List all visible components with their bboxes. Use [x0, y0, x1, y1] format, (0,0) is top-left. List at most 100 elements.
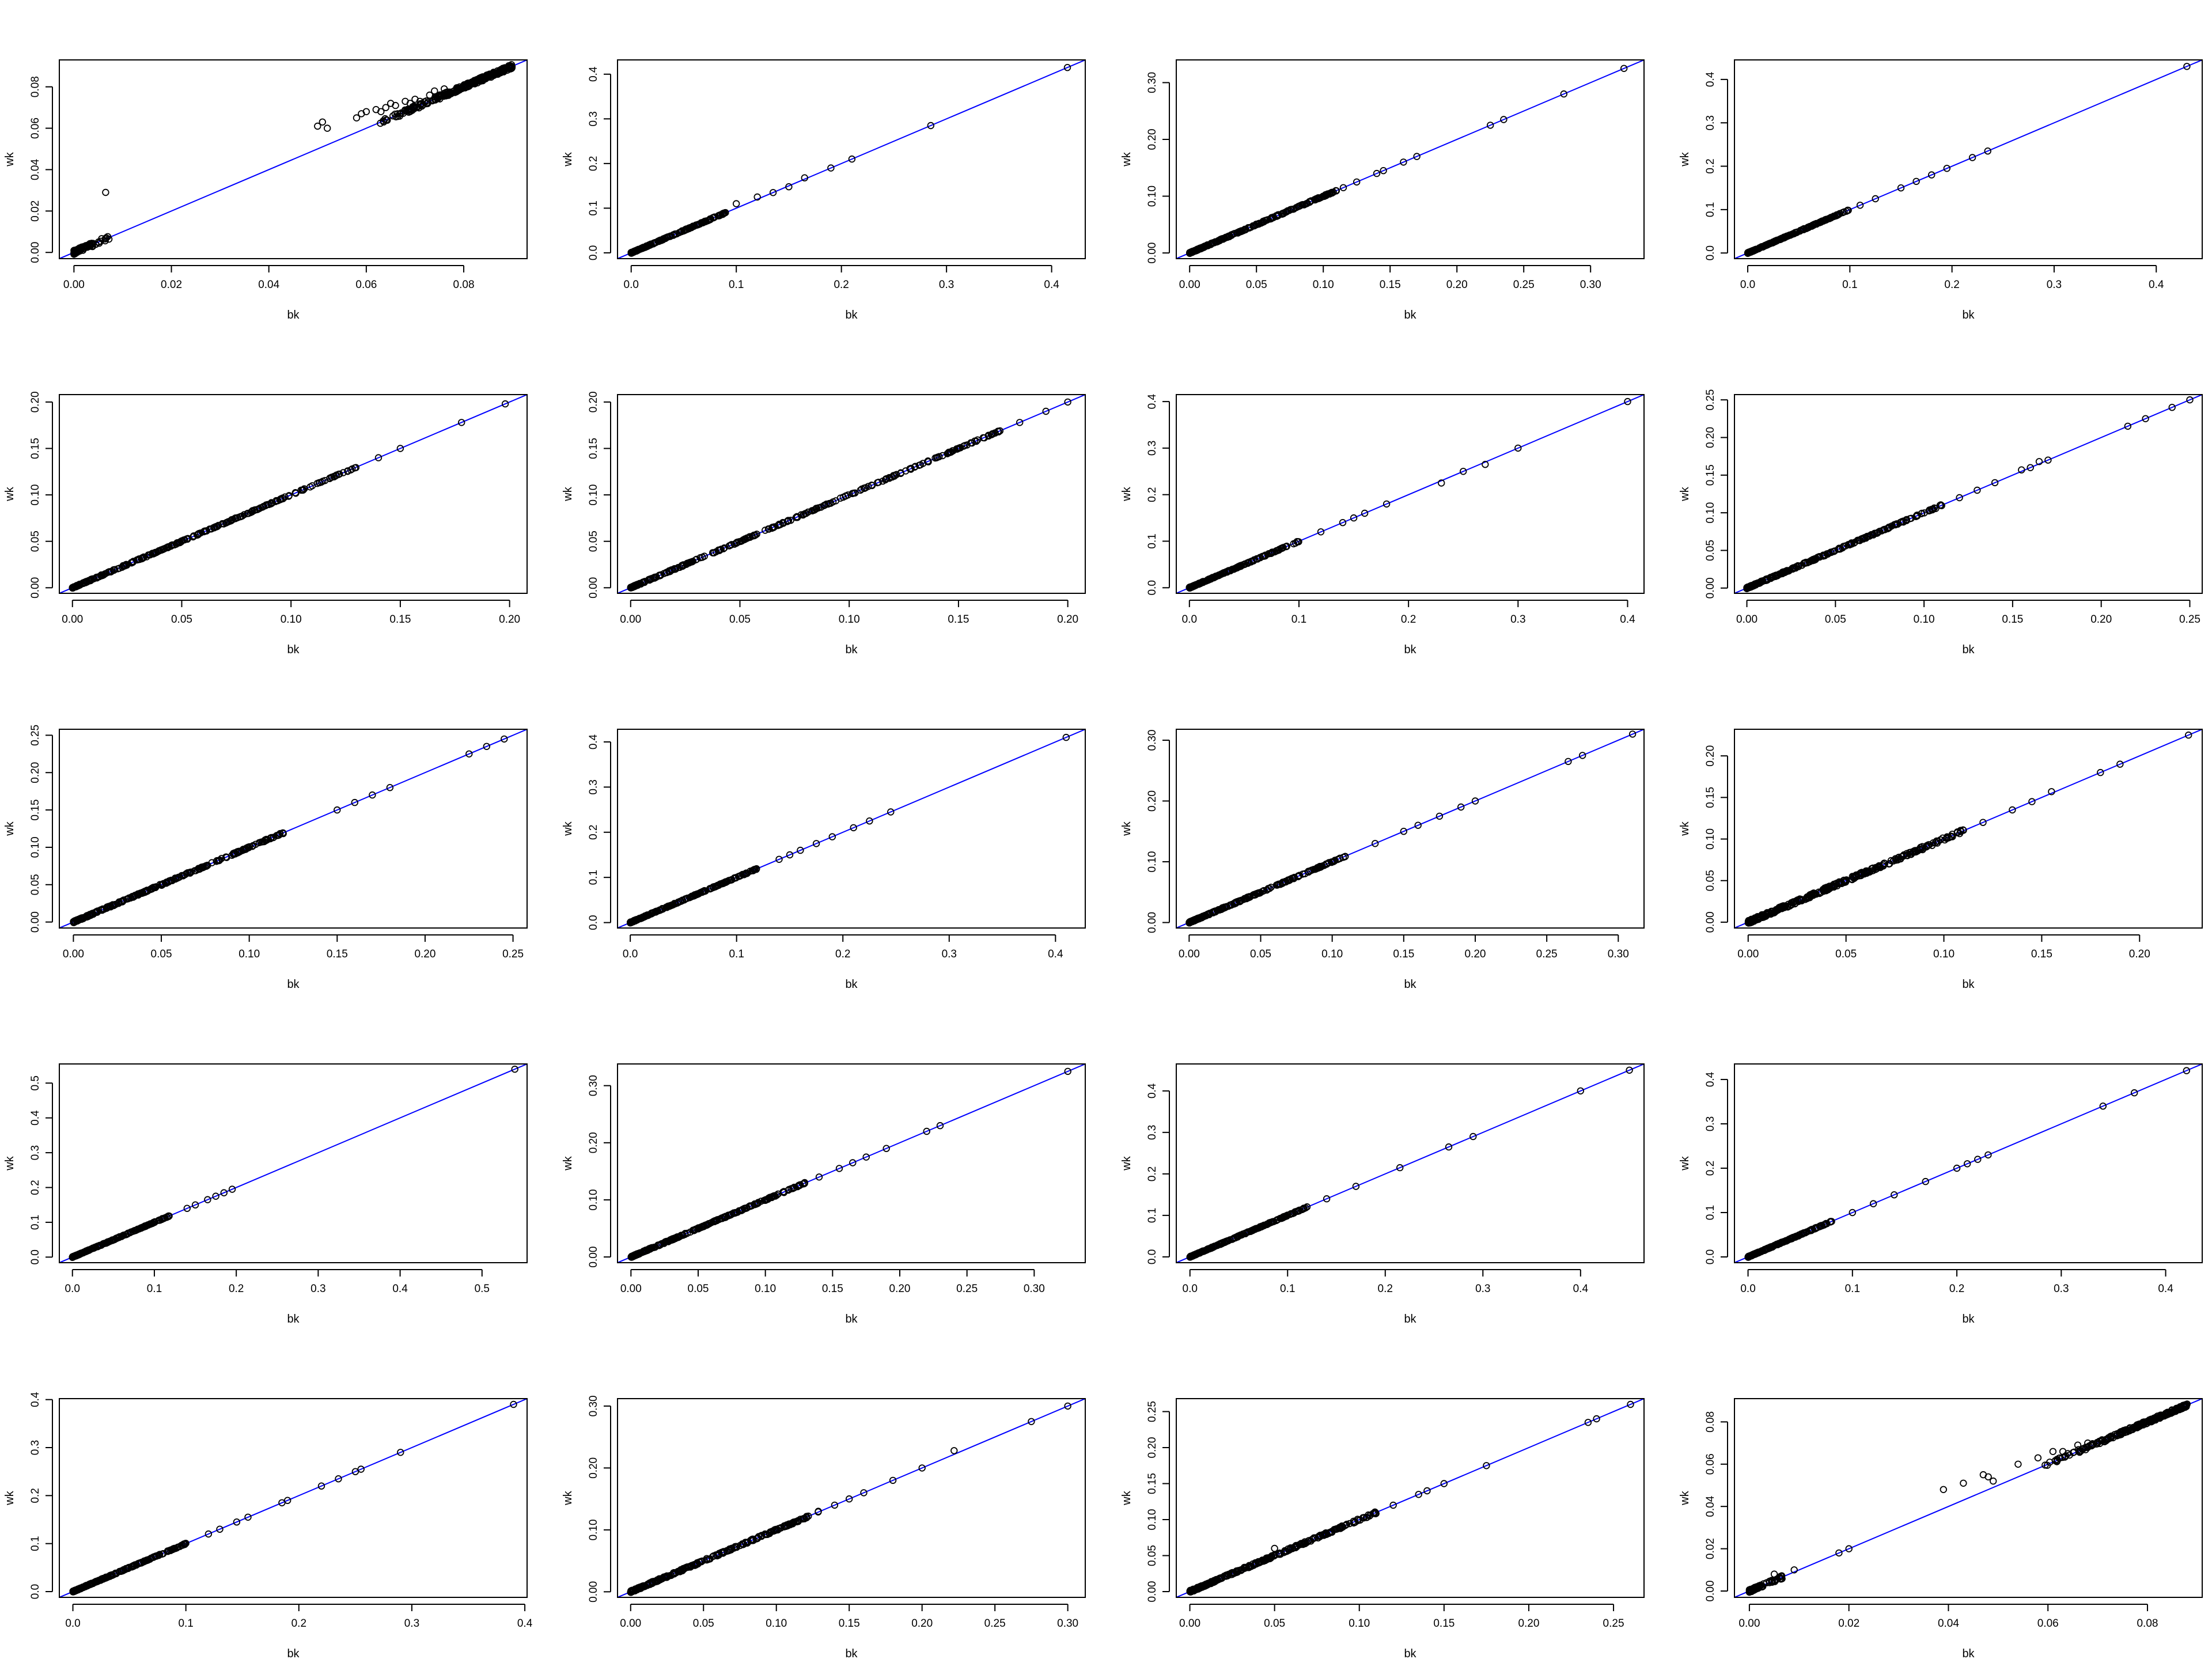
data-point [1063, 63, 1071, 71]
y-tick-label: 0.2 [1705, 158, 1717, 173]
x-axis: 0.00 0.02 0.04 0.06 0.08 [63, 265, 475, 291]
data-point [71, 1252, 79, 1260]
data-point [911, 463, 919, 470]
data-point [681, 226, 689, 233]
y-tick-label: 0.05 [1705, 540, 1717, 561]
data-point [270, 834, 277, 842]
data-point [768, 1193, 776, 1200]
y-tick-label: 0.4 [1705, 1071, 1717, 1087]
scatter-panel-12: 0.00 0.05 0.10 0.15 0.20bk0.000.050.100.150.… [1679, 729, 2203, 991]
data-point [773, 1191, 781, 1199]
x-axis: 0.00 0.05 0.10 0.15 0.20 [620, 600, 1078, 626]
data-point [1918, 509, 1926, 517]
data-point [1400, 827, 1408, 835]
data-point [1289, 206, 1297, 213]
data-point [1839, 544, 1846, 552]
data-point [881, 476, 889, 484]
data-point [1293, 538, 1301, 546]
data-point [1836, 210, 1843, 218]
x-tick-label: 0.05 [151, 948, 172, 960]
data-point [1796, 227, 1804, 235]
x-tick-label: 0.2 [1378, 1283, 1393, 1295]
data-point [887, 808, 895, 816]
data-point [1205, 911, 1213, 919]
data-point [1922, 1177, 1929, 1185]
points [1744, 1067, 2191, 1261]
data-point [483, 743, 491, 751]
x-axis: 0.0 0.1 0.2 0.3 0.4 [1183, 1269, 1588, 1295]
x-tick-label: 0.4 [2149, 279, 2164, 291]
data-point [1773, 236, 1781, 244]
data-point [1851, 539, 1859, 546]
data-point [849, 1159, 857, 1166]
data-point [1899, 517, 1907, 525]
y-axis: 0.00.10.20.30.4 [1705, 1071, 1728, 1264]
data-point [441, 85, 448, 93]
x-axis: 0.0 0.1 0.2 0.3 0.4 [1740, 265, 2164, 291]
x-tick-label: 0.10 [755, 1283, 776, 1295]
data-point [1380, 167, 1387, 175]
data-point [931, 454, 939, 462]
y-tick-label: 0.05 [29, 874, 41, 895]
y-tick-label: 0.05 [1705, 870, 1717, 891]
data-point [842, 493, 849, 500]
data-point [1486, 122, 1494, 129]
data-point [1774, 1240, 1782, 1248]
data-point [244, 1513, 252, 1521]
data-point [1514, 444, 1522, 452]
data-point [1774, 571, 1782, 579]
y-axis-label: wk [3, 151, 16, 166]
data-point [1926, 506, 1933, 514]
data-point [1778, 905, 1786, 912]
data-point [377, 108, 385, 116]
data-point [915, 461, 923, 469]
data-point [753, 1200, 761, 1207]
data-point [1953, 1164, 1961, 1172]
data-point [677, 1232, 685, 1239]
data-point [1620, 65, 1628, 73]
data-point [1226, 567, 1234, 575]
data-point [84, 577, 91, 585]
data-point [641, 578, 649, 585]
data-point [1283, 543, 1290, 550]
data-point [1778, 1238, 1786, 1246]
data-point [1437, 479, 1445, 487]
data-point [406, 100, 414, 107]
reference-line [59, 1064, 527, 1263]
y-tick-label: 0.2 [1146, 1166, 1158, 1181]
y-tick-label: 0.05 [29, 531, 41, 552]
data-point [923, 1127, 930, 1135]
data-point [648, 1244, 656, 1252]
data-point [1226, 1236, 1234, 1244]
y-tick-label: 0.1 [1146, 1208, 1158, 1223]
data-point [645, 241, 653, 249]
data-point [1296, 202, 1304, 210]
x-axis-label: bk [287, 1313, 300, 1325]
data-point [334, 806, 341, 814]
points [1185, 730, 1637, 927]
x-tick-label: 0.10 [1321, 948, 1343, 960]
y-axis-label: wk [1120, 486, 1133, 501]
data-point [768, 524, 776, 532]
data-point [1064, 398, 1071, 406]
data-point [1624, 397, 1631, 406]
data-point [663, 1237, 671, 1245]
data-point [1215, 237, 1222, 244]
data-point [1237, 562, 1245, 570]
data-point [344, 468, 351, 475]
data-point [216, 1525, 224, 1533]
data-point [1844, 206, 1851, 214]
data-point [1827, 884, 1835, 891]
data-point [228, 1185, 236, 1193]
x-tick-label: 0.4 [1048, 948, 1063, 960]
data-point [673, 1234, 681, 1241]
data-point [1766, 910, 1774, 917]
data-point [1200, 912, 1209, 920]
y-tick-label: 0.20 [29, 762, 41, 783]
data-point [2097, 768, 2104, 777]
data-point [434, 94, 442, 103]
data-point [1305, 868, 1312, 876]
x-axis-label: bk [287, 309, 300, 321]
data-point [732, 1209, 739, 1217]
